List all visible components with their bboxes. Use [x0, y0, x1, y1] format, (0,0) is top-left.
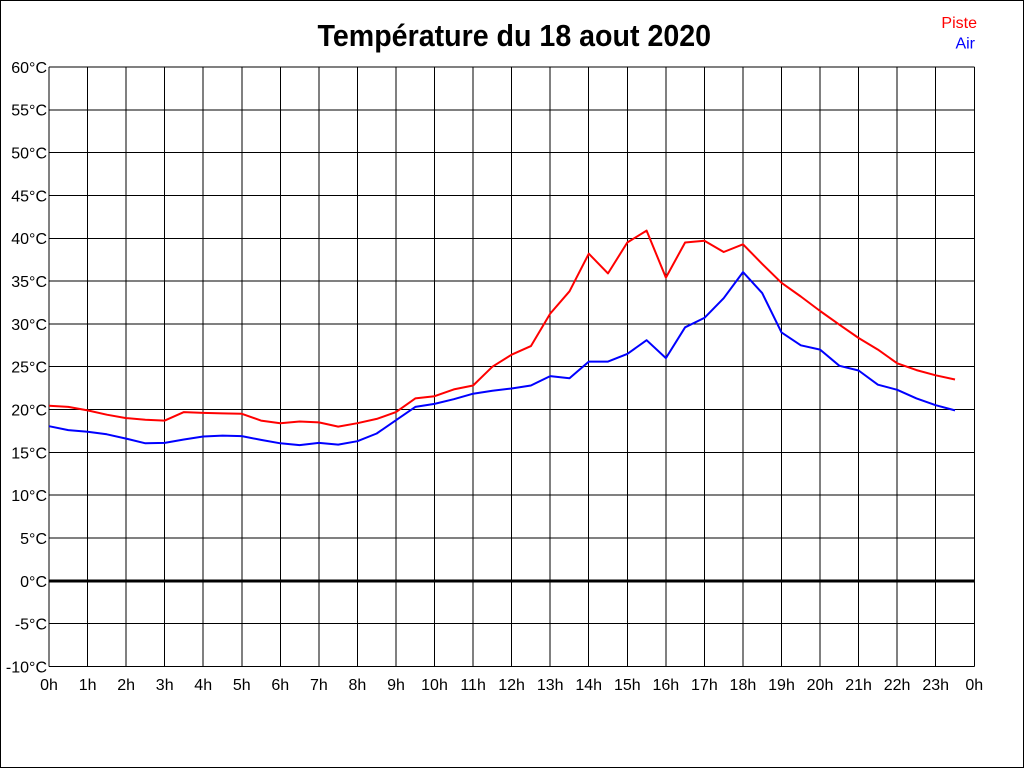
svg-text:22h: 22h	[884, 677, 911, 694]
svg-text:11h: 11h	[460, 677, 486, 694]
svg-text:9h: 9h	[387, 677, 405, 694]
svg-text:12h: 12h	[498, 677, 525, 694]
svg-text:7h: 7h	[310, 677, 328, 694]
svg-text:14h: 14h	[575, 677, 602, 694]
svg-text:10°C: 10°C	[11, 488, 47, 505]
svg-text:1h: 1h	[79, 677, 97, 694]
svg-text:17h: 17h	[691, 677, 718, 694]
svg-text:20h: 20h	[807, 677, 834, 694]
svg-text:50°C: 50°C	[11, 145, 47, 162]
svg-text:20°C: 20°C	[11, 402, 47, 419]
svg-text:19h: 19h	[768, 677, 795, 694]
svg-text:0h: 0h	[965, 677, 983, 694]
svg-text:5°C: 5°C	[20, 531, 47, 548]
svg-text:4h: 4h	[194, 677, 212, 694]
svg-text:15h: 15h	[614, 677, 641, 694]
svg-text:45°C: 45°C	[11, 188, 47, 205]
svg-text:35°C: 35°C	[11, 274, 47, 291]
svg-text:40°C: 40°C	[11, 231, 47, 248]
svg-text:5h: 5h	[233, 677, 251, 694]
svg-text:Air: Air	[955, 36, 975, 53]
svg-text:6h: 6h	[271, 677, 289, 694]
svg-text:16h: 16h	[652, 677, 679, 694]
svg-text:13h: 13h	[537, 677, 564, 694]
svg-text:25°C: 25°C	[11, 360, 47, 377]
svg-text:-10°C: -10°C	[6, 659, 47, 676]
svg-text:55°C: 55°C	[11, 103, 47, 120]
svg-text:60°C: 60°C	[11, 60, 47, 77]
svg-text:0°C: 0°C	[20, 574, 47, 591]
svg-text:30°C: 30°C	[11, 317, 47, 334]
svg-text:18h: 18h	[730, 677, 757, 694]
svg-text:3h: 3h	[156, 677, 174, 694]
svg-text:15°C: 15°C	[11, 445, 47, 462]
svg-text:21h: 21h	[845, 677, 872, 694]
svg-text:8h: 8h	[349, 677, 367, 694]
svg-text:Piste: Piste	[941, 15, 977, 32]
svg-text:Température du 18 aout 2020: Température du 18 aout 2020	[318, 19, 712, 53]
svg-text:23h: 23h	[922, 677, 949, 694]
svg-text:2h: 2h	[117, 677, 135, 694]
svg-text:10h: 10h	[421, 677, 448, 694]
svg-text:0h: 0h	[40, 677, 58, 694]
svg-text:-5°C: -5°C	[15, 617, 47, 634]
